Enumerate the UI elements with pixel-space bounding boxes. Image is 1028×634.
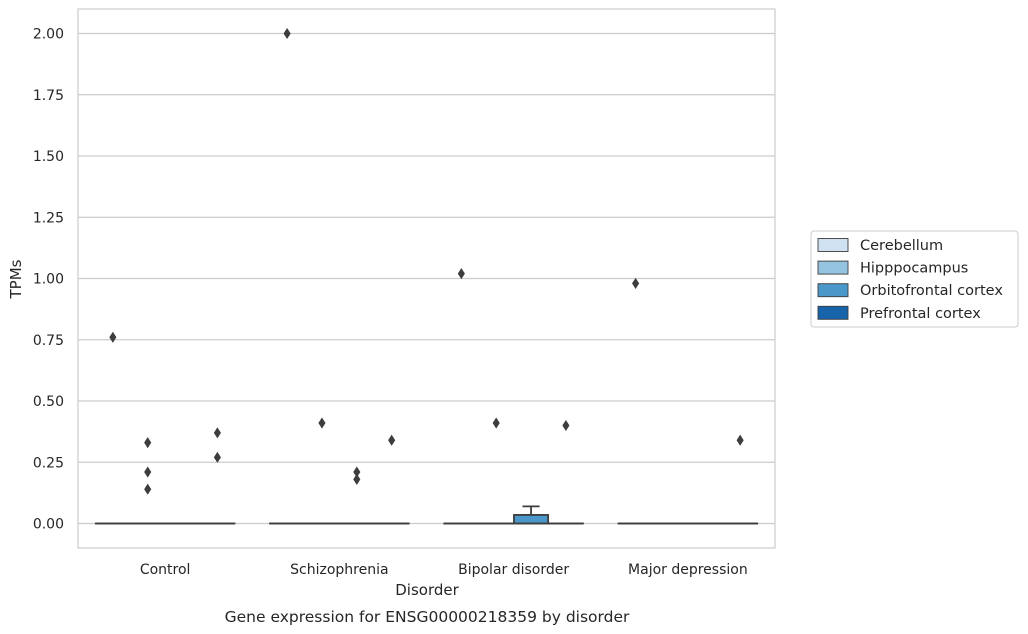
legend-label: Cerebellum bbox=[860, 238, 943, 254]
y-tick-label: 0.75 bbox=[33, 333, 64, 349]
legend-items: Cerebellum Hipppocampus Orbitofrontal cort… bbox=[817, 238, 1003, 322]
legend-label: Prefrontal cortex bbox=[860, 306, 981, 322]
x-tick-labels: Control Schizophrenia Bipolar disorder Majo… bbox=[140, 562, 748, 578]
outlier-point bbox=[109, 331, 117, 343]
outlier-point bbox=[213, 427, 221, 439]
outlier-point bbox=[144, 437, 152, 449]
y-gridlines bbox=[78, 32, 775, 525]
y-tick-label: 2.00 bbox=[33, 27, 64, 43]
outlier-point bbox=[144, 483, 152, 495]
outlier-point bbox=[632, 277, 640, 289]
legend-swatch bbox=[817, 305, 849, 320]
outlier-point bbox=[457, 268, 465, 280]
y-tick-label: 0.25 bbox=[33, 455, 64, 471]
x-tick-label: Bipolar disorder bbox=[458, 562, 569, 578]
y-tick-label: 1.00 bbox=[33, 272, 64, 288]
figure-caption: Gene expression for ENSG00000218359 by d… bbox=[225, 608, 630, 626]
outlier-point bbox=[144, 466, 152, 478]
outlier-point bbox=[318, 417, 326, 429]
legend: Cerebellum Hipppocampus Orbitofrontal cort… bbox=[810, 230, 1019, 328]
box-orbitofrontal-cortex bbox=[513, 505, 550, 525]
legend-label: Hipppocampus bbox=[860, 261, 968, 277]
y-tick-label: 1.25 bbox=[33, 210, 64, 226]
x-axis-title: Disorder bbox=[395, 581, 459, 599]
y-tick-label: 0.50 bbox=[33, 394, 64, 410]
legend-swatch bbox=[817, 283, 849, 298]
outlier-point bbox=[736, 434, 744, 446]
outlier-point bbox=[388, 434, 396, 446]
legend-frame bbox=[810, 230, 1019, 328]
legend-swatch bbox=[817, 260, 849, 275]
x-tick-label: Control bbox=[140, 562, 191, 578]
outlier-point bbox=[283, 27, 291, 40]
y-axis-title: TPMs bbox=[7, 259, 25, 299]
outlier-point bbox=[492, 417, 500, 429]
y-tick-labels: 0.00 0.25 0.50 0.75 1.00 1.25 1.50 1.75 2.00 bbox=[33, 27, 64, 533]
outlier-point bbox=[213, 451, 221, 463]
box-body bbox=[513, 514, 550, 525]
y-tick-label: 1.75 bbox=[33, 88, 64, 104]
outlier-points bbox=[109, 27, 744, 495]
legend-label: Orbitofrontal cortex bbox=[860, 283, 1003, 299]
outlier-point bbox=[562, 419, 570, 432]
x-tick-label: Schizophrenia bbox=[290, 562, 388, 578]
y-tick-label: 0.00 bbox=[33, 517, 64, 533]
legend-swatch bbox=[817, 238, 849, 252]
y-tick-label: 1.50 bbox=[33, 149, 64, 165]
boxes bbox=[94, 505, 759, 525]
outlier-point bbox=[353, 466, 361, 478]
outlier-point bbox=[353, 473, 361, 485]
x-tick-label: Major depression bbox=[628, 562, 748, 578]
plot-area-frame bbox=[77, 8, 776, 549]
